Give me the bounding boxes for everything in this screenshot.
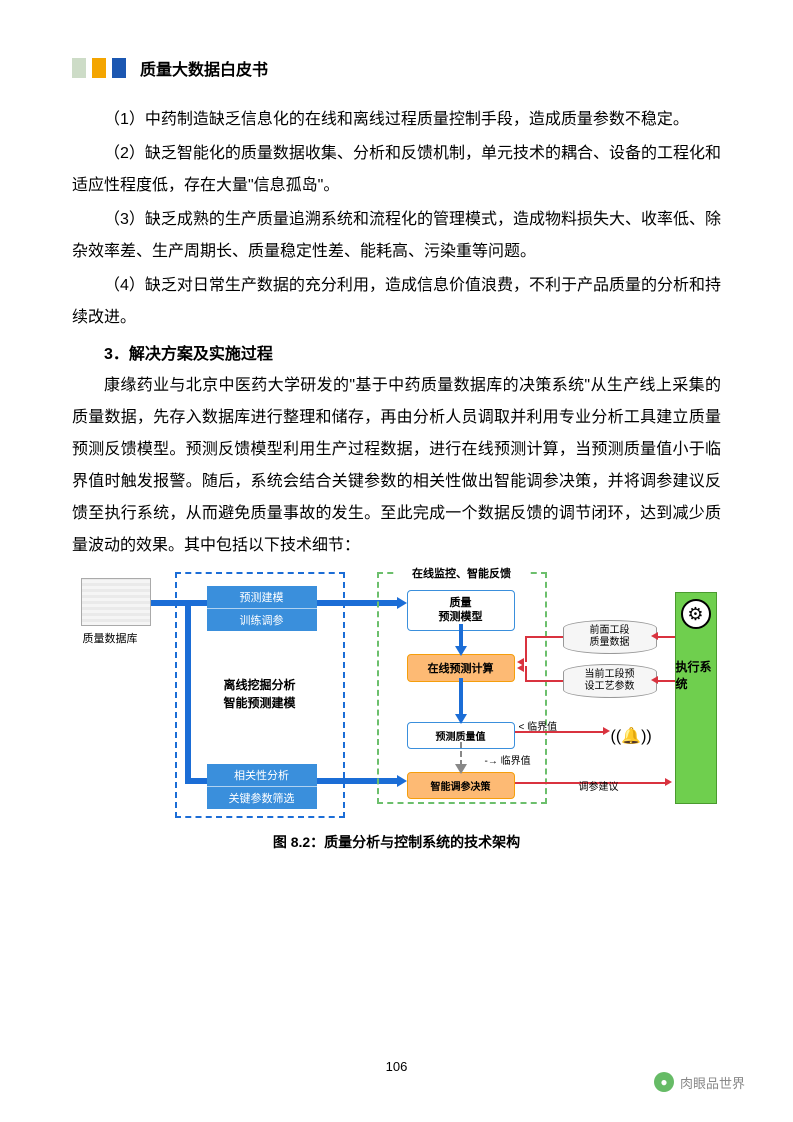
- header-square-2: [92, 58, 106, 78]
- figure-caption: 图 8.2：质量分析与控制系统的技术架构: [72, 832, 721, 852]
- arrow-val-to-tune: [460, 742, 462, 766]
- bluebox-corr-l1: 相关性分析: [207, 764, 317, 786]
- arrow-calc-to-val: [459, 678, 463, 716]
- arrowhead-val-to-alarm: [603, 727, 610, 735]
- exec-label: 执行系统: [676, 659, 716, 693]
- header-square-3: [112, 58, 126, 78]
- intelligent-tuning-decision: 智能调参决策: [407, 772, 515, 799]
- threshold-lt: < 临界值: [519, 718, 558, 733]
- arrowhead-exec-to-cyl1: [651, 632, 658, 640]
- wb1-l2: 预测模型: [410, 610, 512, 624]
- arrowhead-model-to-calc: [455, 646, 467, 656]
- execution-system: ⚙ 执行系统: [675, 592, 717, 804]
- watermark-text: 肉眼品世界: [680, 1073, 745, 1092]
- threshold-gt: -→ 临界值: [485, 752, 531, 767]
- arrow-exec-to-cyl2: [657, 680, 675, 682]
- arrow-cyl2-to-calc-b: [525, 666, 527, 682]
- page-header: 质量大数据白皮书: [72, 56, 721, 80]
- bluebox-train-l2: 训练调参: [207, 608, 317, 631]
- arrowhead-tune-to-exec: [665, 778, 672, 786]
- db-icon: [81, 578, 151, 626]
- paragraph-3: （3）缺乏成熟的生产质量追溯系统和流程化的管理模式，造成物料损失大、收率低、除杂…: [72, 204, 721, 268]
- paragraph-5: 康缘药业与北京中医药大学研发的"基于中药质量数据库的决策系统"从生产线上采集的质…: [72, 370, 721, 562]
- arrow-model-to-calc: [459, 624, 463, 648]
- paragraph-4: （4）缺乏对日常生产数据的充分利用，造成信息价值浪费，不利于产品质量的分析和持续…: [72, 270, 721, 334]
- cyl2-l2: 设工艺参数: [585, 681, 635, 694]
- arrowhead-exec-to-cyl2: [651, 676, 658, 684]
- section-heading: 3．解决方案及实施过程: [72, 340, 721, 364]
- header-title: 质量大数据白皮书: [140, 56, 268, 80]
- current-stage-params-cylinder: 当前工段预 设工艺参数: [563, 664, 657, 698]
- tune-label: 调参建议: [579, 778, 619, 793]
- bluebox-correlation: 相关性分析 关键参数筛选: [207, 764, 317, 809]
- offline-title: 离线挖掘分析 智能预测建模: [193, 676, 327, 712]
- online-title: 在线监控、智能反馈: [395, 565, 529, 581]
- watermark: ● 肉眼品世界: [654, 1072, 745, 1092]
- paragraph-1: （1）中药制造缺乏信息化的在线和离线过程质量控制手段，造成质量参数不稳定。: [72, 104, 721, 136]
- arrow-cyl1-to-calc-a: [525, 636, 563, 638]
- arrowhead-cyl2-to-calc: [517, 664, 524, 672]
- wb1-l1: 质量: [410, 596, 512, 610]
- gear-icon: ⚙: [681, 599, 711, 629]
- offline-title-line1: 离线挖掘分析: [193, 676, 327, 694]
- arrowhead-calc-to-val: [455, 714, 467, 724]
- offline-title-line2: 智能预测建模: [193, 694, 327, 712]
- cyl1-l1: 前面工段: [590, 625, 630, 638]
- arrow-cyl1-to-calc-b: [525, 636, 527, 662]
- header-square-1: [72, 58, 86, 78]
- arrowhead-val-to-tune: [455, 764, 467, 774]
- bluebox-train-l1: 预测建模: [207, 586, 317, 608]
- arrow-exec-to-cyl1: [657, 636, 675, 638]
- cyl1-l2: 质量数据: [590, 637, 630, 650]
- arrow-cyl2-to-calc-a: [525, 680, 563, 682]
- cyl2-l1: 当前工段预: [585, 669, 635, 682]
- alarm-icon: ((🔔)): [611, 726, 652, 746]
- wechat-icon: ●: [654, 1072, 674, 1092]
- bluebox-train: 预测建模 训练调参: [207, 586, 317, 631]
- architecture-diagram: 质量数据库 离线挖掘分析 智能预测建模 预测建模 训练调参 相关性分析 关键参数…: [77, 568, 717, 828]
- previous-stage-data-cylinder: 前面工段 质量数据: [563, 620, 657, 654]
- db-label: 质量数据库: [83, 630, 138, 646]
- diagram-container: 质量数据库 离线挖掘分析 智能预测建模 预测建模 训练调参 相关性分析 关键参数…: [72, 568, 721, 852]
- paragraph-2: （2）缺乏智能化的质量数据收集、分析和反馈机制，单元技术的耦合、设备的工程化和适…: [72, 138, 721, 202]
- bluebox-corr-l2: 关键参数筛选: [207, 786, 317, 809]
